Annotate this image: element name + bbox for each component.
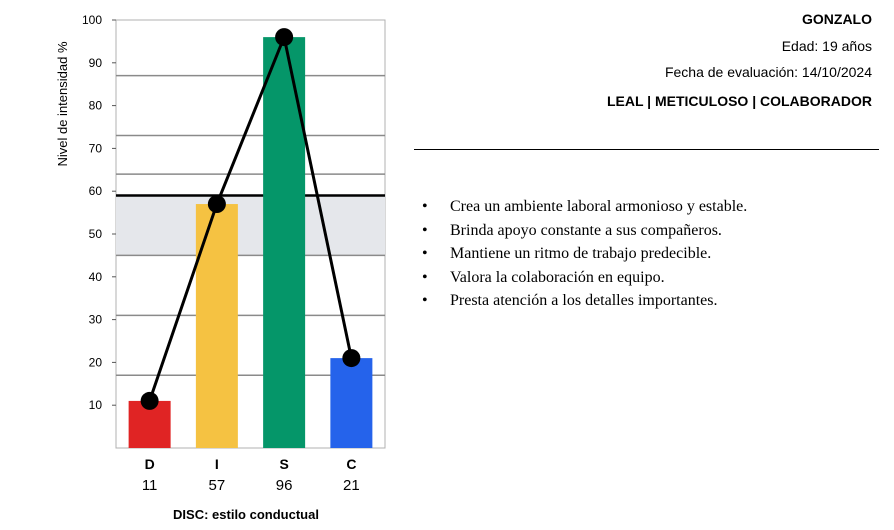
reference-band: [116, 195, 385, 256]
y-tick-label: 70: [89, 141, 103, 155]
y-tick-label: 30: [89, 313, 103, 327]
point-c: [342, 349, 361, 368]
x-category-label: S: [279, 456, 288, 472]
x-value-label: 57: [209, 477, 226, 494]
y-tick-label: 80: [89, 99, 103, 113]
point-d: [140, 391, 159, 410]
list-item: Crea un ambiente laboral armonioso y est…: [422, 195, 747, 219]
separator-line: [414, 149, 879, 150]
y-tick-label: 10: [89, 398, 103, 412]
profile-name: GONZALO: [802, 11, 872, 27]
y-axis-label: Nivel de intensidad %: [55, 41, 70, 166]
y-axis-ticks: 10 20 30 40 50 60 70 80 90 100: [82, 13, 116, 412]
x-category-label: I: [215, 456, 219, 472]
list-item: Brinda apoyo constante a sus compañeros.: [422, 219, 747, 243]
value-polyline: [148, 31, 353, 402]
bar-c: [330, 358, 373, 448]
bar-i: [195, 204, 238, 448]
value-line: [148, 31, 353, 402]
data-points: [140, 28, 361, 410]
gridlines: [116, 74, 385, 376]
x-value-label: 11: [142, 477, 158, 494]
y-tick-label: 50: [89, 227, 103, 241]
trait-list: Crea un ambiente laboral armonioso y est…: [422, 195, 747, 313]
plot-area: [115, 19, 386, 449]
x-value-label: 21: [343, 477, 360, 494]
profile-traits: LEAL | METICULOSO | COLABORADOR: [606, 93, 872, 109]
disc-bar-chart: 10 20 30 40 50 60 70 80 90 100 D 11 I 57 S 96 C 21 Nivel…: [55, 13, 386, 522]
point-s: [275, 28, 294, 47]
point-i: [207, 195, 226, 214]
y-tick-label: 40: [89, 270, 103, 284]
bar-s: [263, 37, 306, 449]
list-item: Valora la colaboración en equipo.: [422, 266, 747, 290]
y-tick-label: 100: [82, 13, 102, 27]
chart-title: DISC: estilo conductual: [173, 507, 319, 522]
profile-age: Edad: 19 años: [781, 38, 872, 54]
x-category-label: D: [145, 456, 155, 472]
x-value-label: 96: [276, 477, 293, 494]
y-tick-label: 20: [89, 355, 103, 369]
x-category-label: C: [346, 456, 356, 472]
list-item: Mantiene un ritmo de trabajo predecible.: [422, 242, 747, 266]
x-axis-labels: D 11 I 57 S 96 C 21: [142, 456, 360, 494]
y-tick-label: 90: [89, 56, 103, 70]
profile-date: Fecha de evaluación: 14/10/2024: [664, 64, 872, 80]
list-item: Presta atención a los detalles important…: [422, 289, 747, 313]
y-tick-label: 60: [89, 184, 103, 198]
